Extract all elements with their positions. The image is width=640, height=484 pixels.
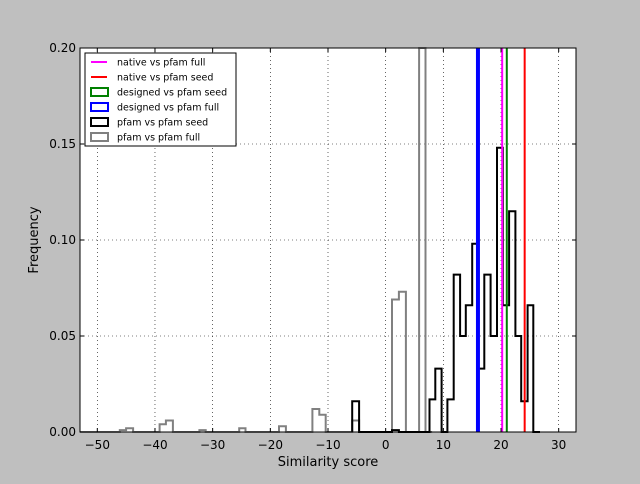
axis-ticks: −50 −40 −30 −20 −10 0 10 20 30 0.00 0.05 0.10 0.15 0.…: [49, 41, 576, 452]
legend-label-0: native vs pfam full: [117, 58, 205, 69]
legend-swatch-4: [90, 117, 109, 127]
legend-swatch-5: [90, 132, 109, 142]
legend-label-2: designed vs pfam seed: [117, 88, 227, 99]
legend: native vs pfam full native vs pfam seed de…: [84, 52, 237, 147]
x-tick-label: 10: [436, 438, 451, 452]
y-axis-label: Frequency: [27, 206, 42, 273]
x-tick-label: −50: [85, 438, 110, 452]
y-tick-label: 0.05: [49, 329, 76, 343]
legend-swatch-3: [90, 102, 109, 112]
legend-box: [84, 52, 237, 147]
y-tick-label: 0.15: [49, 137, 76, 151]
x-tick-label: −40: [142, 438, 167, 452]
reference-lines: [475, 48, 526, 432]
legend-swatch-2: [90, 87, 109, 97]
x-tick-label: −10: [315, 438, 340, 452]
x-tick-label: 20: [493, 438, 508, 452]
legend-label-3: designed vs pfam full: [117, 103, 219, 114]
legend-label-5: pfam vs pfam full: [117, 133, 200, 144]
x-axis-label: Similarity score: [278, 455, 379, 470]
y-tick-label: 0.10: [49, 233, 76, 247]
legend-label-4: pfam vs pfam seed: [117, 118, 208, 129]
y-tick-label: 0.20: [49, 41, 76, 55]
x-tick-label: 30: [551, 438, 566, 452]
legend-label-1: native vs pfam seed: [117, 73, 213, 84]
x-tick-label: −20: [258, 438, 283, 452]
series-pfam-vs-pfam-full: [80, 47, 433, 433]
x-tick-label: 0: [382, 438, 390, 452]
y-tick-label: 0.00: [49, 425, 76, 439]
x-tick-label: −30: [200, 438, 225, 452]
